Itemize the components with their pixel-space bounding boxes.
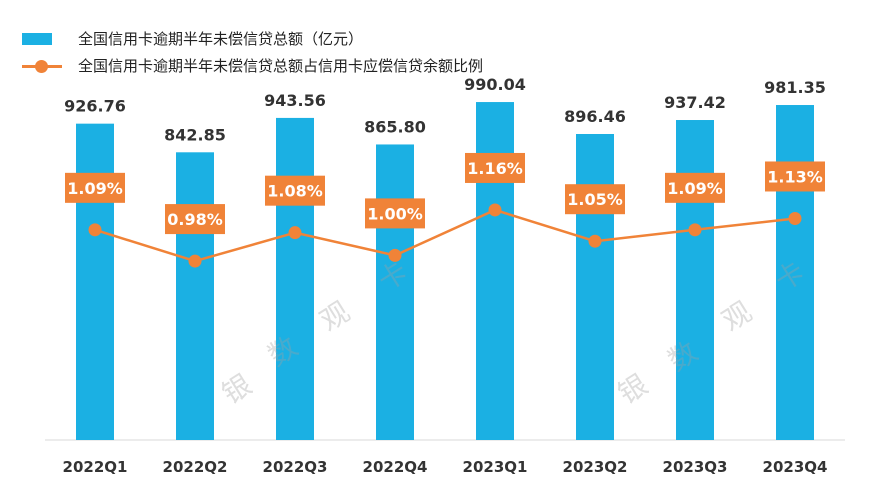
legend-bar: 全国信用卡逾期半年未偿信贷总额（亿元）	[22, 28, 363, 49]
rate-point-2023Q4	[788, 211, 802, 225]
bar-2022Q3	[276, 117, 314, 440]
rate-label-bg-2023Q4	[765, 161, 825, 192]
bar-2022Q2	[176, 152, 214, 440]
rate-line	[94, 208, 796, 263]
rate-label-2022Q3: 1.08%	[267, 182, 323, 201]
bar-value-label-2022Q1: 926.76	[64, 97, 126, 116]
rate-point-2023Q2	[588, 234, 602, 248]
x-tick-label-2022Q1: 2022Q1	[63, 458, 128, 476]
bar-value-label-2023Q2: 896.46	[564, 107, 626, 126]
rate-label-bg-2023Q1	[465, 152, 525, 183]
rate-label-2022Q4: 1.00%	[367, 204, 423, 223]
rate-point-2023Q1	[488, 203, 502, 217]
rate-label-2022Q1: 1.09%	[67, 179, 123, 198]
rate-label-bg-2022Q1	[65, 172, 125, 203]
bar-value-label-2022Q4: 865.80	[364, 117, 426, 136]
rate-label-bg-2023Q2	[565, 184, 625, 215]
legend-line-label: 全国信用卡逾期半年未偿信贷总额占信用卡应偿信贷余额比例	[78, 57, 484, 75]
rate-point-2022Q2	[188, 254, 202, 268]
x-tick-label-2023Q2: 2023Q2	[563, 458, 628, 476]
bar-value-label-2023Q4: 981.35	[764, 78, 826, 97]
rate-label-bg-2022Q4	[365, 198, 425, 229]
legend-line-swatch	[22, 59, 62, 73]
rate-label-bg-2023Q3	[665, 172, 725, 203]
x-tick-label-2022Q2: 2022Q2	[163, 458, 228, 476]
x-tick-label-2022Q3: 2022Q3	[263, 458, 328, 476]
bar-value-label-2023Q3: 937.42	[664, 93, 726, 112]
bar-value-label-2022Q3: 943.56	[264, 91, 326, 110]
rate-label-bg-2022Q3	[265, 175, 325, 206]
rate-point-2022Q4	[388, 248, 402, 262]
rate-label-2022Q2: 0.98%	[167, 210, 223, 229]
x-tick-label-2023Q1: 2023Q1	[463, 458, 528, 476]
bar-value-label-2023Q1: 990.04	[464, 75, 526, 94]
rate-label-bg-2022Q2	[165, 204, 225, 235]
bar-2023Q2	[576, 133, 614, 440]
bar-2023Q3	[676, 120, 714, 440]
rate-point-2023Q3	[688, 223, 702, 237]
legend-bar-label: 全国信用卡逾期半年未偿信贷总额（亿元）	[78, 30, 364, 48]
x-tick-label-2023Q4: 2023Q4	[763, 458, 828, 476]
rate-label-2023Q3: 1.09%	[667, 179, 723, 198]
legend-bar-swatch	[22, 32, 52, 45]
bar-2022Q1	[76, 123, 114, 440]
rate-point-2022Q3	[288, 226, 302, 240]
x-tick-label-2022Q4: 2022Q4	[363, 458, 428, 476]
rate-label-2023Q4: 1.13%	[767, 167, 823, 186]
x-tick-label-2023Q3: 2023Q3	[663, 458, 728, 476]
bar-value-label-2022Q2: 842.85	[164, 125, 226, 144]
rate-label-2023Q1: 1.16%	[467, 159, 523, 178]
bar-2023Q1	[476, 102, 514, 441]
bar-2023Q4	[776, 105, 814, 440]
legend-line: 全国信用卡逾期半年未偿信贷总额占信用卡应偿信贷余额比例	[22, 55, 483, 76]
rate-point-2022Q1	[88, 223, 102, 237]
rate-label-2023Q2: 1.05%	[567, 190, 623, 209]
bar-2022Q4	[376, 144, 414, 440]
